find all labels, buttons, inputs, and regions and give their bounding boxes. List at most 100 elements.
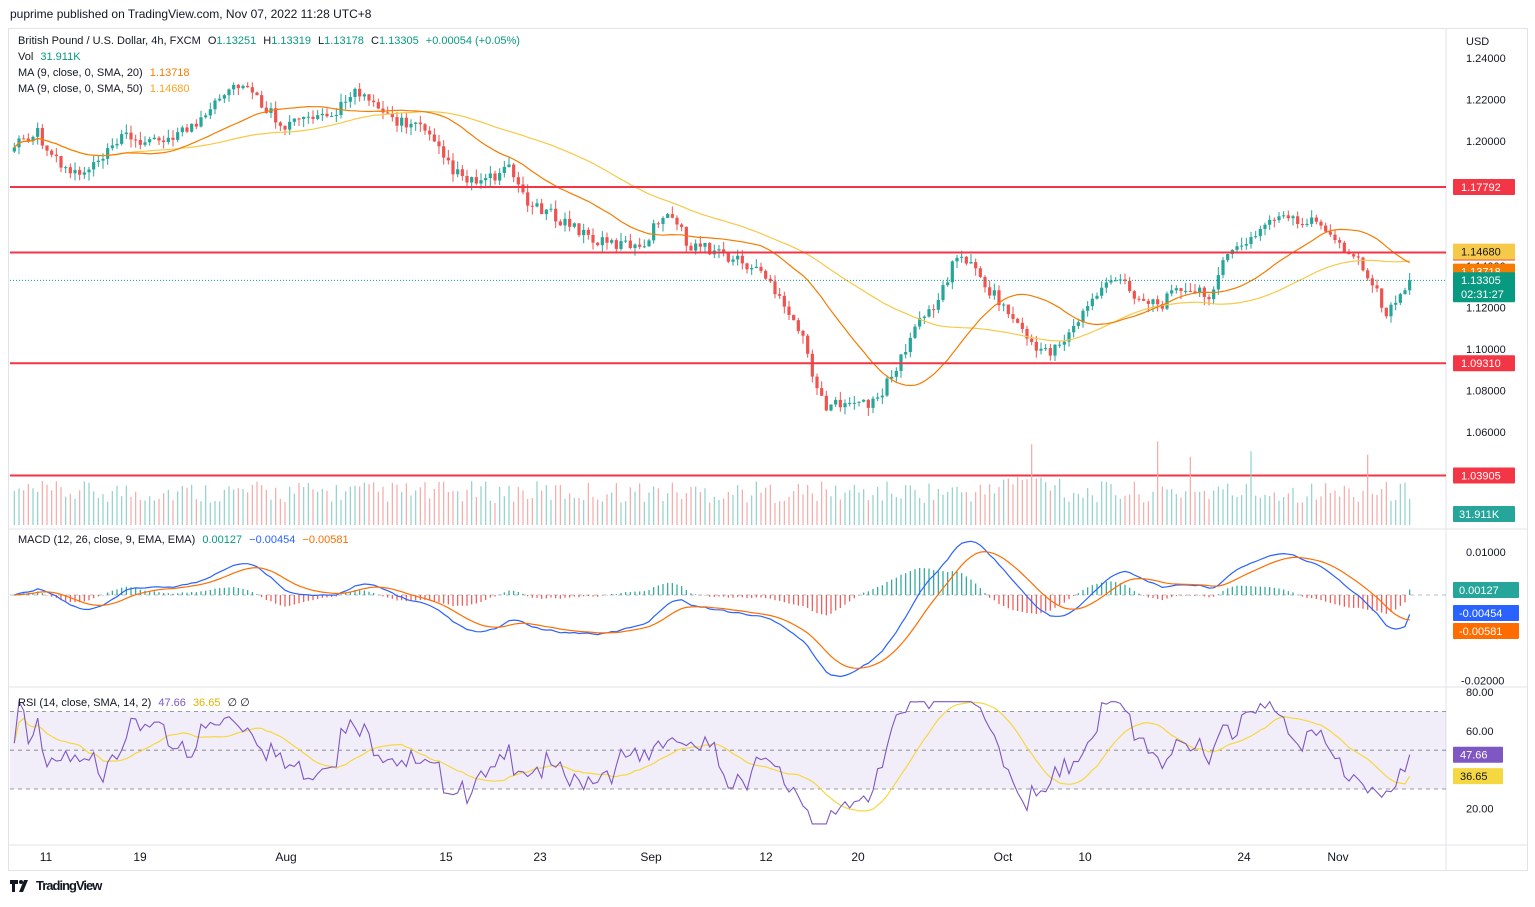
volume-bar [69,493,71,525]
candle-body [1081,310,1085,323]
candle-body [409,123,413,128]
macd-histogram-bar [802,595,804,607]
candle-body [521,184,525,193]
macd-histogram-bar [396,595,398,601]
macd-histogram-bar [900,574,902,595]
macd-histogram-bar [662,583,664,595]
ma50-line [13,110,1410,342]
candle-body [703,242,707,247]
candle-body [1291,216,1295,219]
time-axis-tick: Sep [640,850,662,864]
tradingview-brand[interactable]: TradingView [36,878,102,893]
macd-histogram-bar [905,573,907,595]
volume-bar [321,488,323,525]
volume-bar [345,491,347,525]
candle-body [792,314,796,321]
candle-body [834,399,838,405]
ma50-label[interactable]: MA (9, close, 0, SMA, 50) [18,83,143,95]
volume-bar [522,490,524,525]
volume-bar [695,486,697,525]
volume-label[interactable]: Vol [18,51,34,63]
macd-histogram-bar [1143,595,1145,596]
candle-body [605,237,609,243]
price-axis-tick: 1.22000 [1466,95,1506,107]
candle-body [726,252,730,262]
candle-body [479,180,483,184]
macd-histogram-bar [405,595,407,602]
macd-histogram-bar [807,595,809,608]
candle-body [176,132,180,140]
macd-histogram-bar [331,595,333,597]
volume-bar [1115,495,1117,525]
candle-body [1086,306,1090,311]
volume-bar [401,492,403,525]
volume-bar [559,484,561,525]
volume-bar [1035,478,1037,525]
volume-bar [1292,487,1294,525]
volume-bar [737,484,739,525]
volume-bar [671,482,673,525]
candle-body [148,139,152,143]
volume-bar [1283,497,1285,525]
macd-histogram-bar [849,595,851,602]
macd-label[interactable]: MACD (12, 26, close, 9, EMA, EMA) [18,534,196,546]
volume-bar [1101,481,1103,525]
ma20-label[interactable]: MA (9, close, 0, SMA, 20) [18,67,143,79]
candle-body [1212,289,1216,300]
macd-histogram-bar [909,571,911,595]
volume-bar [1040,477,1042,525]
candle-body [1352,254,1356,257]
volume-bar [989,484,991,525]
candle-body [558,221,562,226]
candle-body [1011,314,1015,319]
volume-bar [1376,494,1378,525]
volume-bar [233,489,235,525]
volume-bar [1320,496,1322,525]
candle-body [820,388,824,396]
candle-body [848,402,852,404]
candle-body [773,281,777,295]
candle-body [73,170,77,174]
volume-bar [419,487,421,525]
candle-body [1044,348,1048,350]
candle-body [311,116,315,119]
candle-body [866,399,870,408]
macd-histogram-bar [275,595,277,604]
candle-body [544,209,548,215]
macd-histogram-bar [37,591,39,595]
macd-histogram-bar [1390,595,1392,612]
macd-histogram-bar [559,595,561,599]
volume-bar [377,491,379,525]
candle-body [862,399,866,402]
macd-histogram-bar [1278,588,1280,595]
volume-bar [37,491,39,525]
rsi-label[interactable]: RSI (14, close, SMA, 14, 2) [18,697,152,709]
candle-body [199,117,203,127]
macd-histogram-bar [853,595,855,599]
symbol-label[interactable]: British Pound / U.S. Dollar, 4h, FXCM [18,35,201,47]
volume-bar [573,498,575,525]
macd-histogram-bar [1320,595,1322,601]
macd-histogram-bar [247,590,249,595]
volume-bar [1273,492,1275,525]
macd-histogram-bar [461,595,463,606]
candle-body [390,113,394,118]
volume-bar [1250,451,1252,525]
macd-histogram-bar [1325,595,1327,602]
macd-histogram-bar [634,591,636,595]
candle-body [955,257,959,262]
volume-bar [396,484,398,525]
volume-bar [970,501,972,525]
macd-histogram-bar [433,595,435,602]
candle-body [1216,275,1220,290]
volume-bar [1073,492,1075,525]
candle-body [572,223,576,227]
candle-body [1254,236,1258,238]
macd-histogram-bar [517,592,519,595]
candle-body [166,137,170,143]
ma20-legend: MA (9, close, 0, SMA, 20) 1.13718 [18,65,190,81]
macd-histogram-bar [774,595,776,601]
volume-bar [1152,491,1154,525]
volume-bar [606,494,608,525]
